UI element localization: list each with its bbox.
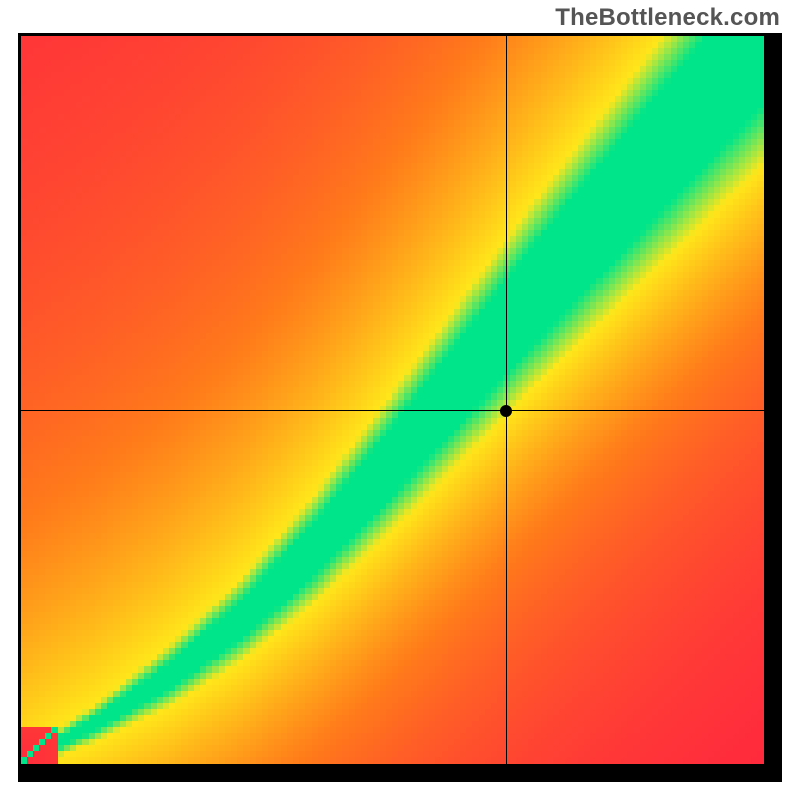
heatmap-frame <box>18 33 782 782</box>
heatmap-canvas <box>21 36 764 764</box>
watermark-text: TheBottleneck.com <box>555 4 780 32</box>
page-container: TheBottleneck.com <box>0 0 800 800</box>
